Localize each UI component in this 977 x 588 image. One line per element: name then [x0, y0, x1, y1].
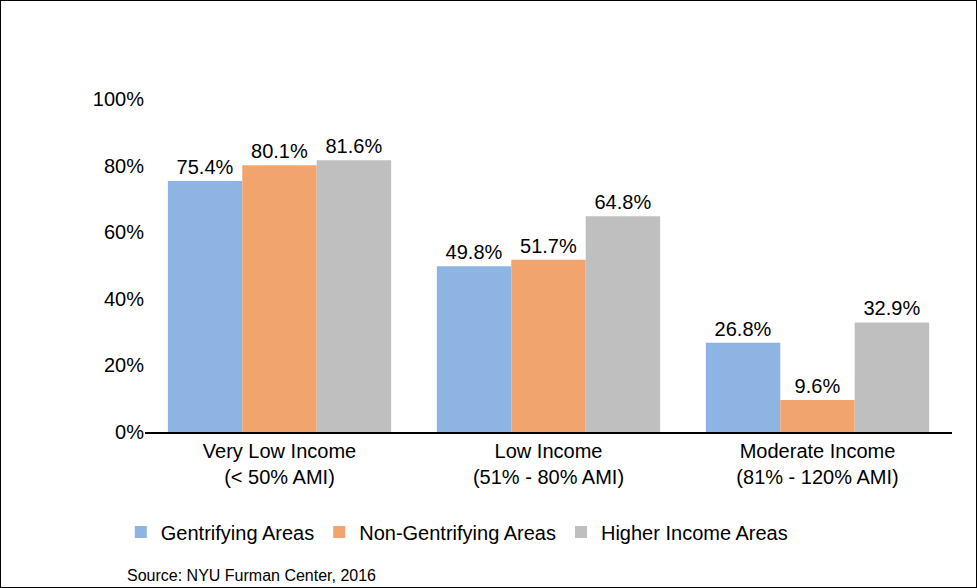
- svg-text:20%: 20%: [104, 354, 144, 376]
- svg-text:9.6%: 9.6%: [795, 375, 841, 397]
- svg-text:Non-Gentrifying Areas: Non-Gentrifying Areas: [359, 522, 556, 544]
- svg-text:Moderate Income(81% - 120% AMI: Moderate Income(81% - 120% AMI): [736, 440, 898, 488]
- svg-text:64.8%: 64.8%: [594, 191, 651, 213]
- svg-text:100%: 100%: [93, 88, 144, 110]
- svg-text:80%: 80%: [104, 155, 144, 177]
- svg-text:Low Income(51% - 80% AMI): Low Income(51% - 80% AMI): [473, 440, 624, 488]
- svg-text:81.6%: 81.6%: [325, 135, 382, 157]
- svg-text:26.8%: 26.8%: [715, 318, 772, 340]
- svg-text:80.1%: 80.1%: [251, 140, 308, 162]
- svg-text:Gentrifying Areas: Gentrifying Areas: [161, 522, 314, 544]
- svg-text:60%: 60%: [104, 221, 144, 243]
- svg-text:Higher Income Areas: Higher Income Areas: [601, 522, 788, 544]
- svg-text:75.4%: 75.4%: [177, 156, 234, 178]
- svg-text:49.8%: 49.8%: [446, 241, 503, 263]
- svg-text:40%: 40%: [104, 288, 144, 310]
- svg-text:Very Low Income(< 50% AMI): Very Low Income(< 50% AMI): [203, 440, 356, 488]
- svg-text:51.7%: 51.7%: [520, 235, 577, 257]
- svg-text:0%: 0%: [115, 421, 144, 443]
- svg-text:Source: NYU Furman Center, 201: Source: NYU Furman Center, 2016: [127, 567, 376, 584]
- svg-text:32.9%: 32.9%: [863, 297, 920, 319]
